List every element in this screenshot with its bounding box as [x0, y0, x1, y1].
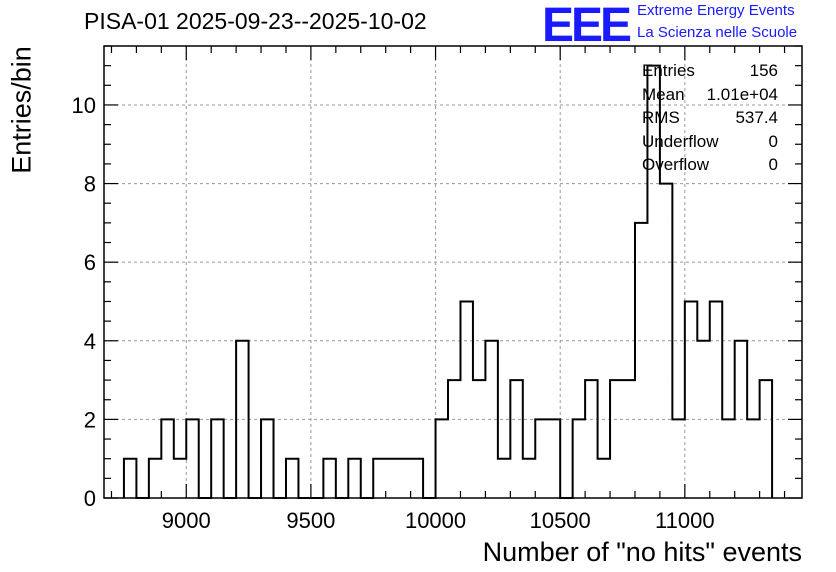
x-tick-label: 9000 — [162, 508, 211, 533]
eee-logo-icon: EEE — [542, 0, 632, 52]
y-tick-label: 10 — [72, 93, 96, 118]
stat-label: Underflow — [642, 131, 719, 151]
histogram-outline — [122, 64, 774, 499]
x-tick-label: 10500 — [530, 508, 591, 533]
x-tick-label: 10000 — [405, 508, 466, 533]
plot-frame — [103, 45, 803, 499]
stat-value: 0 — [768, 155, 778, 174]
logo-line-1: Extreme Energy Events — [637, 2, 795, 19]
y-tick-label: 6 — [84, 250, 96, 275]
stat-row-rms: RMS 537.4 — [642, 106, 778, 130]
stat-value: 156 — [749, 61, 778, 80]
logo-line-2: La Scienza nelle Scuole — [637, 24, 798, 41]
y-tick-label: 0 — [84, 486, 96, 511]
y-tick-label: 2 — [84, 407, 96, 432]
stat-label: Entries — [642, 61, 695, 80]
stat-label: Mean — [642, 84, 685, 104]
y-tick-label: 4 — [84, 329, 96, 354]
stat-label: Overflow — [642, 155, 710, 174]
stat-label: RMS — [642, 108, 680, 127]
histogram-line — [122, 64, 774, 499]
y-tick-label: 8 — [84, 172, 96, 197]
stat-row-overflow: Overflow 0 — [642, 153, 778, 177]
stat-value: 1.01e+04 — [706, 84, 778, 104]
tick-labels: 9000 9500 10000 10500 11000 0 2 4 6 8 10 — [72, 93, 715, 533]
stat-row-underflow: Underflow 0 — [642, 130, 778, 154]
plot-title: PISA-01 2025-09-23--2025-10-02 — [84, 8, 427, 34]
stat-value: 0 — [768, 131, 778, 151]
y-axis-label: Entries/bin — [6, 46, 37, 174]
stat-row-entries: Entries 156 — [642, 59, 778, 83]
axis-ticks — [104, 45, 802, 499]
x-tick-label: 11000 — [655, 508, 715, 533]
stats-box: Entries 156 Mean 1.01e+04 RMS 537.4 Unde… — [642, 59, 778, 177]
stat-value: 537.4 — [735, 108, 778, 127]
x-tick-label: 9500 — [286, 508, 335, 533]
x-axis-label: Number of "no hits" events — [482, 537, 802, 567]
stat-row-mean: Mean 1.01e+04 — [642, 83, 778, 107]
